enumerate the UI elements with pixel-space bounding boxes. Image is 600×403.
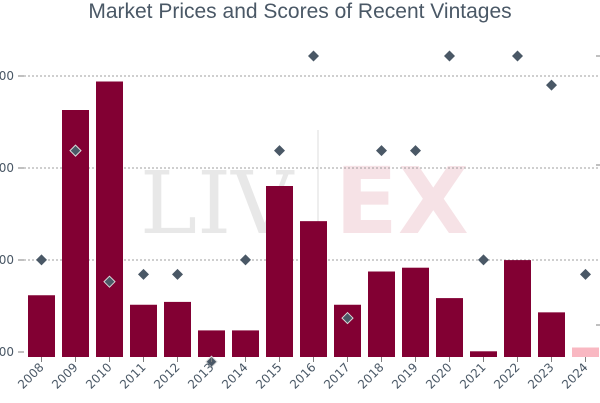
bar-2022 bbox=[504, 260, 531, 357]
bars bbox=[28, 81, 599, 357]
y-tick-label: 000 bbox=[0, 161, 14, 175]
diamond-icon bbox=[376, 145, 387, 157]
score-markers bbox=[36, 50, 591, 368]
diamond-icon bbox=[138, 268, 149, 280]
bar-2019 bbox=[402, 267, 429, 357]
bar-2012 bbox=[164, 301, 191, 357]
y-tick-label: 000 bbox=[0, 69, 14, 83]
diamond-icon bbox=[512, 50, 523, 62]
diamond-icon bbox=[69, 144, 82, 157]
diamond-icon bbox=[240, 254, 251, 266]
bar-2024 bbox=[572, 347, 599, 357]
bar-2010 bbox=[96, 81, 123, 357]
bar-2008 bbox=[28, 295, 55, 357]
x-tick-label: 2024 bbox=[559, 360, 590, 391]
diamond-icon bbox=[546, 79, 557, 91]
x-tick-label: 2017 bbox=[321, 360, 352, 391]
watermark-right-text: EX bbox=[335, 148, 469, 255]
bar-2018 bbox=[368, 271, 395, 357]
diamond-icon bbox=[444, 50, 455, 62]
diamond-icon bbox=[410, 145, 421, 157]
x-tick-label: 2020 bbox=[423, 360, 454, 391]
diamond-icon bbox=[36, 254, 47, 266]
bar-2016 bbox=[300, 221, 327, 357]
bar-2021 bbox=[470, 351, 497, 357]
x-tick-label: 2018 bbox=[355, 360, 386, 391]
diamond-icon bbox=[478, 254, 489, 266]
bar-2011 bbox=[130, 304, 157, 357]
diamond-icon bbox=[341, 311, 354, 325]
x-tick-label: 2021 bbox=[457, 360, 488, 391]
x-tick-label: 2023 bbox=[525, 360, 556, 391]
diamond-icon bbox=[274, 145, 285, 157]
x-tick-label: 2012 bbox=[151, 360, 182, 391]
chart-title: Market Prices and Scores of Recent Vinta… bbox=[88, 0, 512, 23]
x-tick-label: 2011 bbox=[117, 360, 148, 391]
bar-2023 bbox=[538, 312, 565, 357]
diamond-icon bbox=[172, 268, 183, 280]
bar-2020 bbox=[436, 298, 463, 357]
x-tick-label: 2015 bbox=[253, 360, 284, 391]
x-tick-label: 2019 bbox=[389, 360, 420, 391]
x-tick-label: 2014 bbox=[219, 360, 250, 391]
diamond-icon bbox=[580, 268, 591, 280]
diamond-icon bbox=[103, 275, 116, 288]
diamond-icon bbox=[308, 50, 319, 62]
bar-2014 bbox=[232, 330, 259, 357]
y-tick-label: 000 bbox=[0, 345, 14, 359]
bar-2015 bbox=[266, 186, 293, 357]
y-tick-label: 000 bbox=[0, 253, 14, 267]
bar-2013 bbox=[198, 330, 225, 357]
x-tick-label: 2010 bbox=[83, 360, 114, 391]
x-tick-label: 2008 bbox=[15, 360, 46, 391]
x-tick-label: 2022 bbox=[491, 360, 522, 391]
x-tick-label: 2009 bbox=[49, 360, 80, 391]
x-tick-label: 2016 bbox=[287, 360, 318, 391]
